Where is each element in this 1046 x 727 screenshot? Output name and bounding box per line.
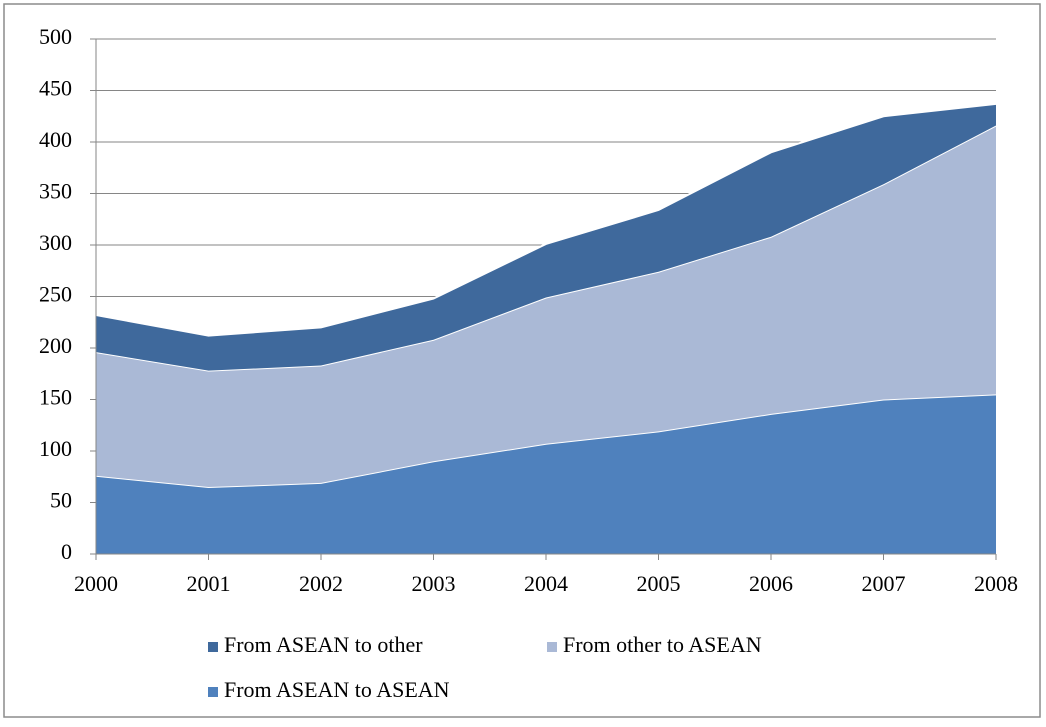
y-tick-label: 350 <box>39 179 72 204</box>
y-tick-label: 200 <box>39 333 72 358</box>
area <box>96 103 996 371</box>
y-tick-label: 500 <box>39 24 72 49</box>
area <box>96 125 996 488</box>
y-tick-label: 150 <box>39 385 72 410</box>
x-tick-label: 2002 <box>299 571 343 596</box>
legend-label: From ASEAN to other <box>224 632 423 657</box>
y-tick-label: 0 <box>61 539 72 564</box>
x-tick-label: 2006 <box>749 571 793 596</box>
y-tick-label: 400 <box>39 127 72 152</box>
x-tick-label: 2003 <box>412 571 456 596</box>
y-tick-label: 100 <box>39 436 72 461</box>
x-tick-label: 2001 <box>187 571 231 596</box>
area-edge <box>95 102 997 337</box>
x-tick-label: 2005 <box>637 571 681 596</box>
area <box>96 394 996 554</box>
legend-label: From other to ASEAN <box>563 632 762 657</box>
legend-label: From ASEAN to ASEAN <box>224 677 450 702</box>
y-tick-label: 450 <box>39 76 72 101</box>
x-tick-label: 2000 <box>74 571 118 596</box>
y-tick-label: 50 <box>50 488 72 513</box>
y-tick-label: 250 <box>39 282 72 307</box>
legend-swatch <box>208 687 218 697</box>
x-tick-label: 2007 <box>862 571 906 596</box>
y-tick-label: 300 <box>39 230 72 255</box>
legend-swatch <box>547 642 557 652</box>
x-tick-label: 2008 <box>974 571 1018 596</box>
x-tick-label: 2004 <box>524 571 568 596</box>
legend-swatch <box>208 642 218 652</box>
